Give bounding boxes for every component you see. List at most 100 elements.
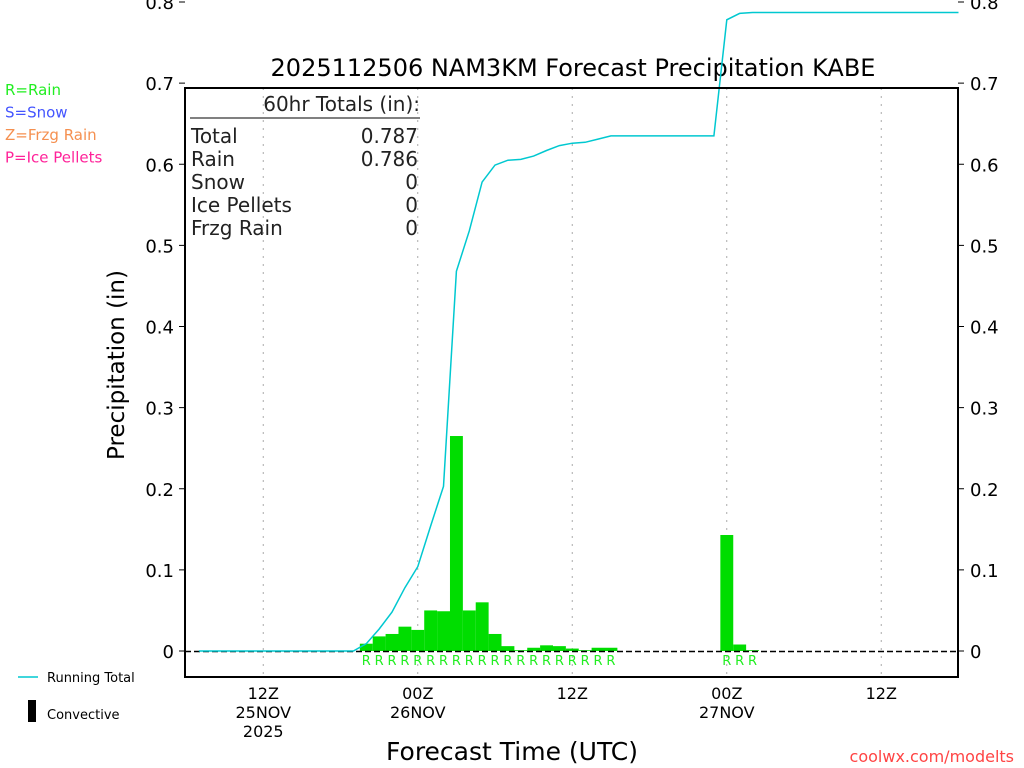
ptype-legend-item: S=Snow xyxy=(5,104,68,122)
precip-bar xyxy=(720,534,734,651)
precip-bar xyxy=(398,626,412,651)
ptype-label: R xyxy=(400,654,409,669)
x-tick-label: 25NOV xyxy=(235,703,291,722)
y-tick-label: 0.8 xyxy=(145,0,174,14)
y-tick-label: 0.4 xyxy=(145,318,174,339)
y-tick-label: 0.7 xyxy=(145,74,174,95)
totals-row-label: Ice Pellets xyxy=(191,193,292,217)
precip-bar xyxy=(514,650,528,651)
precip-bar xyxy=(578,650,592,651)
running-total-legend-label: Running Total xyxy=(47,671,135,686)
precip-bar xyxy=(527,647,541,651)
ptype-legend: R=Rain S=Snow Z=Frzg Rain P=Ice Pellets xyxy=(5,81,102,167)
y-tick-label-right: 0.7 xyxy=(970,74,999,95)
y-tick-label-right: 0.6 xyxy=(970,155,999,176)
plot-frame xyxy=(184,87,959,678)
precip-bar xyxy=(501,646,515,651)
precip-bar xyxy=(488,633,502,651)
precip-bar xyxy=(746,650,759,651)
precip-bar xyxy=(733,644,747,651)
totals-row-value: 0.787 xyxy=(361,124,418,148)
convective-legend-label: Convective xyxy=(47,708,120,723)
ptype-label: R xyxy=(362,654,371,669)
y-tick-label-right: 0.1 xyxy=(970,561,999,582)
y-tick-label: 0.2 xyxy=(145,480,174,501)
totals-box: 60hr Totals (in): Total 0.787 Rain 0.786 Sno… xyxy=(190,92,420,240)
precip-bar xyxy=(424,610,438,651)
precip-bar xyxy=(385,633,399,651)
ptype-legend-item: P=Ice Pellets xyxy=(5,149,102,167)
ptype-label: R xyxy=(387,654,396,669)
totals-row-value: 0 xyxy=(405,170,418,194)
y-tick-label-right: 0.5 xyxy=(970,236,999,257)
ptype-legend-item: R=Rain xyxy=(5,81,61,99)
ptype-label: R xyxy=(606,654,615,669)
ptype-label: R xyxy=(426,654,435,669)
ptype-label: R xyxy=(478,654,487,669)
y-tick-label-right: 0.2 xyxy=(970,480,999,501)
y-tick-label-right: 0.3 xyxy=(970,399,999,420)
x-tick-label: 12Z xyxy=(248,684,279,703)
y-tick-label: 0.5 xyxy=(145,236,174,257)
x-axis-label: Forecast Time (UTC) xyxy=(386,737,638,766)
totals-row-value: 0 xyxy=(405,216,418,240)
y-tick-label-right: 0.8 xyxy=(970,0,999,14)
y-tick-label: 0.1 xyxy=(145,561,174,582)
x-tick-label: 12Z xyxy=(557,684,588,703)
grid-lines xyxy=(262,88,882,677)
ptype-label: R xyxy=(465,654,474,669)
ptype-label: R xyxy=(503,654,512,669)
x-tick-label: 00Z xyxy=(711,684,742,703)
precip-bar xyxy=(604,647,618,651)
convective-swatch xyxy=(28,700,36,722)
y-tick-label: 0 xyxy=(163,642,174,663)
ptype-label: R xyxy=(490,654,499,669)
ptype-label: R xyxy=(593,654,602,669)
totals-row-label: Frzg Rain xyxy=(191,216,283,240)
ptype-label: R xyxy=(542,654,551,669)
totals-heading: 60hr Totals (in): xyxy=(263,92,420,116)
x-tick-label: 27NOV xyxy=(699,703,755,722)
ptype-label: R xyxy=(581,654,590,669)
ptype-label: R xyxy=(516,654,525,669)
precip-bar xyxy=(372,636,386,651)
totals-row-value: 0.786 xyxy=(361,147,418,171)
x-tick-label: 00Z xyxy=(402,684,433,703)
running-total-line xyxy=(198,11,959,652)
bars xyxy=(359,436,759,651)
ptype-label: R xyxy=(529,654,538,669)
totals-row-value: 0 xyxy=(405,193,418,217)
x-tick-label: 26NOV xyxy=(390,703,446,722)
precip-bar xyxy=(475,602,489,651)
ptype-label: R xyxy=(413,654,422,669)
totals-row-label: Total xyxy=(190,124,238,148)
ptype-legend-item: Z=Frzg Rain xyxy=(5,126,97,144)
ptype-label: R xyxy=(568,654,577,669)
precip-bar xyxy=(591,647,605,651)
credit-link[interactable]: coolwx.com/modelts xyxy=(850,747,1014,766)
precip-bar xyxy=(552,646,566,651)
y-tick-label-right: 0 xyxy=(970,642,981,663)
totals-row-label: Snow xyxy=(191,170,245,194)
series-legend: Running Total Convective xyxy=(18,671,135,723)
y-axis-label: Precipitation (in) xyxy=(104,270,130,460)
ptype-label: R xyxy=(375,654,384,669)
precip-bar xyxy=(462,610,476,651)
precip-bar xyxy=(359,643,373,651)
x-tick-label: 2025 xyxy=(243,722,284,741)
ptype-label: R xyxy=(735,654,744,669)
precip-bar xyxy=(565,648,579,651)
ptype-label: R xyxy=(452,654,461,669)
ptype-label: R xyxy=(555,654,564,669)
precip-bar xyxy=(437,611,450,651)
precip-bar xyxy=(540,645,553,651)
ptype-label: R xyxy=(439,654,448,669)
ptype-label: R xyxy=(748,654,757,669)
x-tick-label: 12Z xyxy=(866,684,897,703)
totals-row-label: Rain xyxy=(191,147,235,171)
precip-bar xyxy=(449,436,463,651)
y-tick-label: 0.6 xyxy=(145,155,174,176)
